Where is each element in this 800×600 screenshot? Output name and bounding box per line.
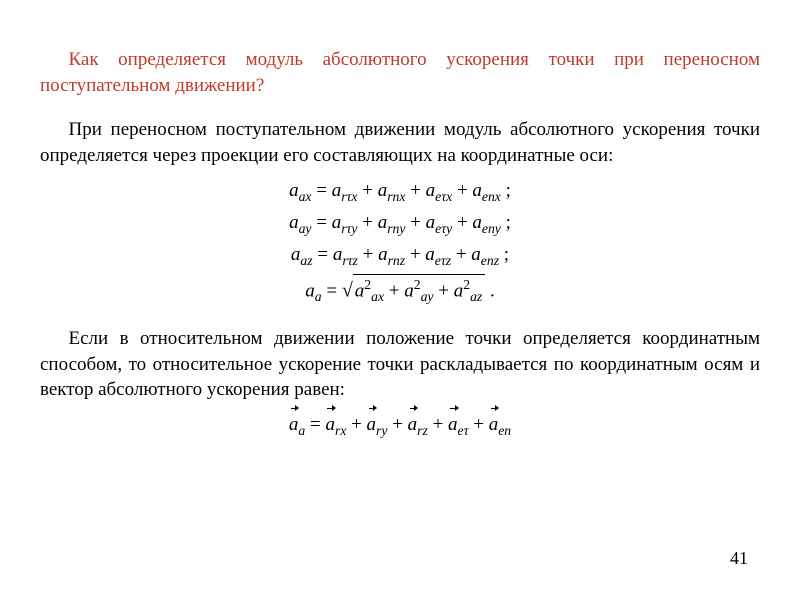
vec-rz: rz xyxy=(417,423,428,438)
equation-block-components: aax = arτx + arnx + aeτx + aenx ; aay = … xyxy=(40,177,760,308)
eq-ay: aay = arτy + arny + aeτy + aeny ; xyxy=(40,209,760,239)
sub-rnz: rnz xyxy=(388,253,405,268)
sub-etz: eτz xyxy=(435,253,451,268)
vec-ry: ry xyxy=(376,423,387,438)
heading-question: Как определяется модуль абсолютного уско… xyxy=(40,47,760,98)
sub-eny: eny xyxy=(482,221,501,236)
vec-rx: rx xyxy=(335,423,346,438)
var-a: a xyxy=(289,212,299,233)
sub-rtz: rτz xyxy=(342,253,358,268)
var-a: a xyxy=(289,180,299,201)
eq-ax: aax = arτx + arnx + aeτx + aenx ; xyxy=(40,177,760,207)
sq-ay: ay xyxy=(421,289,434,304)
eq-az: aaz = arτz + arnz + aeτz + aenz ; xyxy=(40,241,760,271)
sub-aa: a xyxy=(315,289,322,304)
sub-az: az xyxy=(300,253,312,268)
sub-rny: rny xyxy=(387,221,405,236)
vec-en: en xyxy=(498,423,511,438)
sub-rtx: rτx xyxy=(341,188,357,203)
sub-ax: ax xyxy=(299,188,312,203)
paragraph-2: Если в относительном движении положение … xyxy=(40,326,760,403)
sub-ay: ay xyxy=(299,221,312,236)
sq-az: az xyxy=(470,289,482,304)
var-a: a xyxy=(305,280,315,301)
eq-vector-sum: aa = arx + ary + arz + aeτ + aen xyxy=(40,411,760,441)
var-a: a xyxy=(291,244,301,265)
sub-rty: rτy xyxy=(341,221,357,236)
page-number: 41 xyxy=(730,546,748,570)
eq-magnitude: aa = √ a2ax + a2ay + a2az . xyxy=(40,274,760,308)
vec-et: eτ xyxy=(458,423,469,438)
sub-rnx: rnx xyxy=(387,188,405,203)
vec-lhs-sub: a xyxy=(298,423,305,438)
sub-etx: eτx xyxy=(435,188,452,203)
sq-ax: ax xyxy=(371,289,384,304)
paragraph-1: При переносном поступательном движении м… xyxy=(40,117,760,168)
sub-ety: eτy xyxy=(435,221,452,236)
sub-enx: enx xyxy=(482,188,501,203)
sub-enz: enz xyxy=(481,253,499,268)
equation-block-vector: aa = arx + ary + arz + aeτ + aen xyxy=(40,411,760,441)
